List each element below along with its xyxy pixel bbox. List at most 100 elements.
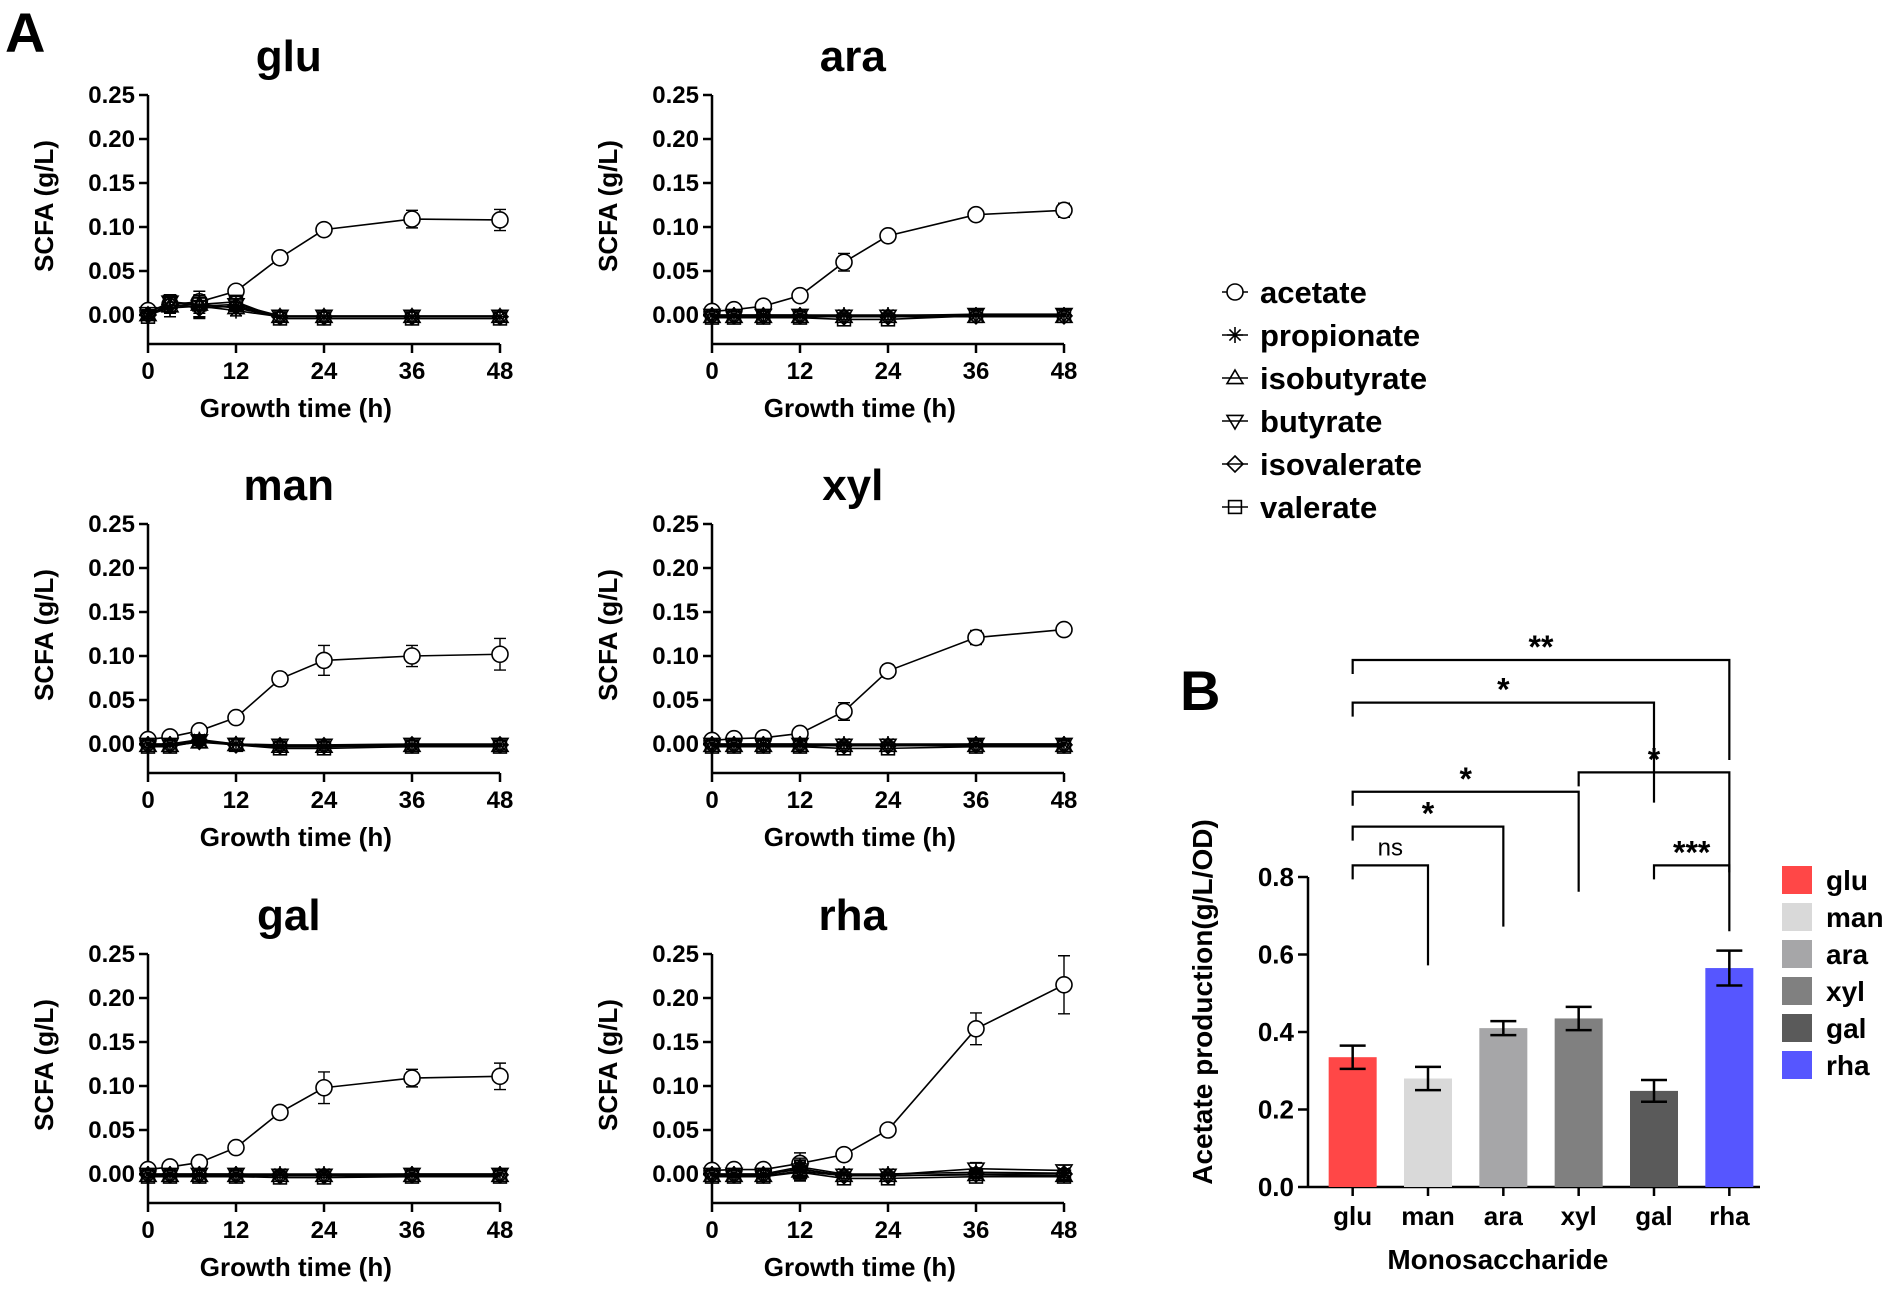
series-line [712,745,1064,750]
y-axis-label: SCFA (g/L) [29,140,59,272]
chart-title: rha [819,891,888,940]
data-point [967,628,985,647]
y-tick-label: 0.10 [88,643,135,670]
y-tick-label: 0.4 [1258,1017,1295,1047]
data-point [704,310,720,325]
y-axis-label: SCFA (g/L) [593,569,623,701]
legend-label: glu [1826,865,1868,896]
data-point [834,1166,854,1185]
data-point [227,708,245,727]
panel-b-bar-chart: 0.0 0.2 0.4 0.6 0.8 glu man ara xyl gal rha Monosac… [1187,629,1760,1275]
data-point [836,736,852,752]
significance-label: * [1422,796,1435,832]
y-tick-label: 0.25 [88,82,135,109]
series-line [148,1175,500,1179]
data-point [878,1166,898,1185]
x-axis-label: Growth time (h) [200,393,392,423]
data-point [316,1166,332,1182]
legend-label: isovalerate [1260,447,1422,482]
data-point [492,311,508,326]
x-tick-label: 0 [141,358,154,385]
y-tick-label: 0.25 [652,941,699,968]
y-axis-label: SCFA (g/L) [29,999,59,1131]
legend-label: valerate [1260,490,1377,525]
legend-swatch [1782,866,1812,894]
bar-xyl [1554,1018,1603,1187]
y-tick-label: 0.2 [1258,1095,1294,1125]
x-tick-label: 36 [399,1217,426,1244]
significance-gal-rha: *** [1652,834,1731,932]
chart-title: man [244,461,334,510]
x-tick-label: 36 [963,358,990,385]
x-tick-label: 12 [787,358,814,385]
y-tick-label: 0.10 [652,643,699,670]
series-line [711,628,1065,742]
error-bar [230,295,242,308]
x-tick-label: 24 [875,787,902,814]
data-point [966,306,986,326]
legend-label: butyrate [1260,404,1382,439]
legend-marker [1226,283,1244,301]
chart-title: gal [257,891,321,940]
x-tick-label: 36 [963,787,990,814]
legend-item-propionate: propionate [1222,318,1420,353]
legend-item-glu: glu [1782,865,1868,896]
x-tick-label: 36 [399,787,426,814]
panel-b-label: B [1180,659,1220,722]
legend-item-man: man [1782,902,1884,933]
significance-label: * [1459,761,1472,797]
significance-label: ** [1529,629,1554,665]
data-point [1055,620,1073,639]
bracket [1351,825,1505,927]
data-point [272,1166,288,1182]
data-point [879,662,897,680]
series-line [148,740,500,747]
data-point [835,702,853,721]
legend-marker [1225,454,1245,474]
series-line [148,1174,500,1177]
y-tick-label: 0.20 [88,126,135,153]
y-tick-label: 0.05 [88,1117,135,1144]
significance-label: ns [1378,834,1403,861]
y-tick-label: 0.05 [652,687,699,714]
data-point [967,1020,985,1038]
data-point [271,1103,289,1122]
y-tick-label: 0.00 [652,302,699,329]
x-tick-label: 0 [705,787,718,814]
x-tick-label: 24 [311,787,338,814]
x-tick-label: 24 [311,358,338,385]
bracket [1652,864,1731,932]
x-tick-label: rha [1709,1201,1750,1231]
y-tick-label: 0.15 [88,170,135,197]
data-point [226,735,246,755]
line-chart-xyl: xyl 0.00 0.05 0.10 0.15 0.20 0.25 0 12 24 36 48 Grow… [593,461,1077,852]
data-point [315,651,333,670]
x-tick-label: ara [1484,1201,1524,1231]
y-tick-label: 0.20 [88,555,135,582]
y-tick-label: 0.00 [88,731,135,758]
data-point [726,1169,742,1184]
error-bar [1058,1172,1070,1181]
data-point [227,1138,245,1157]
legend-label: man [1826,902,1884,933]
y-tick-label: 0.05 [652,258,699,285]
data-point [878,307,898,326]
data-point [316,1170,332,1185]
legend-item-ara: ara [1782,939,1868,970]
data-point [228,294,244,309]
significance-glu-rha: ** [1351,629,1731,760]
x-tick-label: 36 [399,358,426,385]
bar-gal [1630,1090,1678,1187]
y-axis-label: SCFA (g/L) [593,999,623,1131]
significance-label: * [1497,672,1510,708]
x-tick-label: 24 [311,1217,338,1244]
x-tick-label: 0 [141,1217,154,1244]
bracket [1351,658,1731,760]
error-bar [1565,1005,1592,1032]
data-point [403,1069,421,1087]
series-line [147,303,500,318]
data-point [756,739,771,754]
data-point [834,736,854,755]
series-line [712,315,1064,321]
x-tick-label: 48 [487,1217,514,1244]
